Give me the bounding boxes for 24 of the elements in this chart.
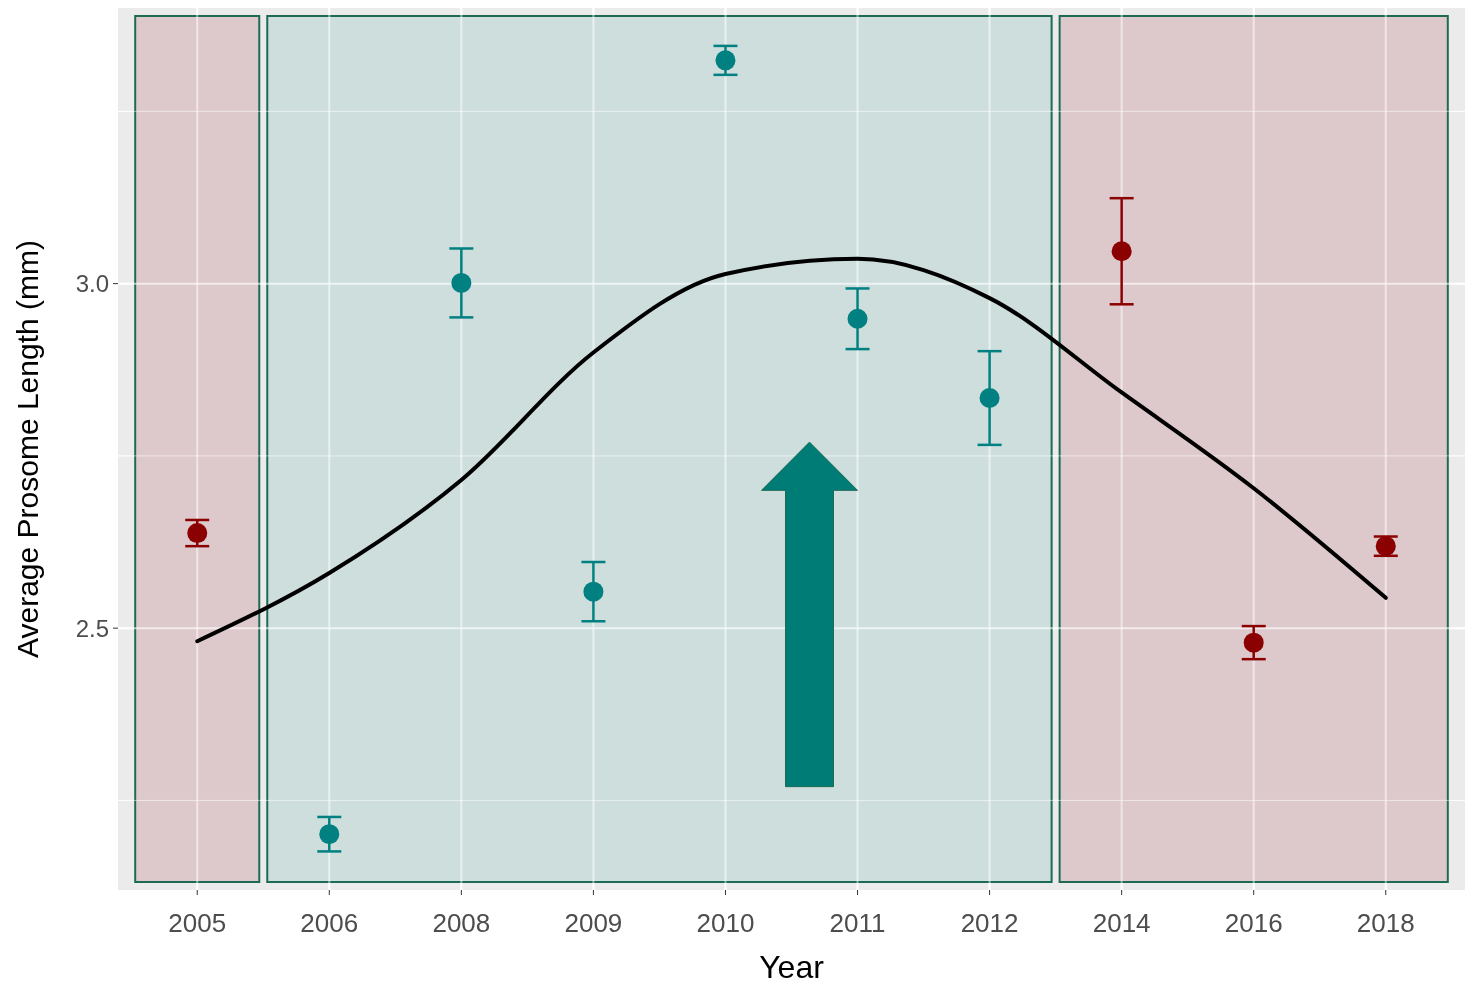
point	[847, 308, 868, 329]
y-axis-title: Average Prosome Length (mm)	[11, 240, 44, 658]
x-tick-label: 2016	[1224, 908, 1283, 938]
y-tick-label: 2.5	[75, 614, 109, 642]
x-tick-label: 2005	[168, 908, 227, 938]
x-tick-label: 2011	[829, 908, 886, 938]
point	[319, 824, 340, 845]
point	[187, 523, 208, 544]
x-tick-label: 2010	[696, 908, 755, 938]
point	[451, 272, 472, 293]
point	[583, 581, 604, 602]
point	[1243, 632, 1264, 653]
x-tick-label: 2014	[1092, 908, 1151, 938]
x-tick-label: 2018	[1356, 908, 1415, 938]
x-tick-label: 2006	[300, 908, 359, 938]
line-series	[195, 256, 1388, 644]
point	[1111, 241, 1132, 262]
point	[715, 50, 736, 71]
y-tick-label: 3.0	[75, 270, 109, 298]
point	[979, 388, 1000, 409]
x-axis-title: Year	[759, 949, 825, 985]
x-tick-label: 2009	[564, 908, 623, 938]
x-tick-label: 2008	[432, 908, 491, 938]
x-tick-label: 2012	[960, 908, 1019, 938]
